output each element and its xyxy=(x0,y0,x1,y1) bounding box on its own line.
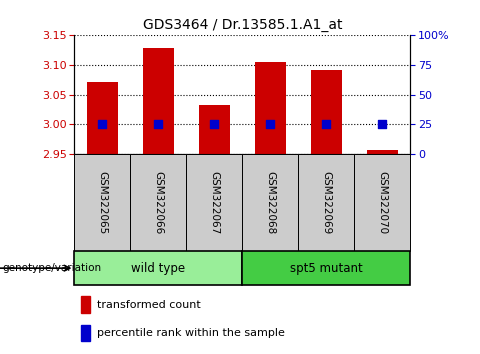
Bar xyxy=(81,296,90,313)
Text: GSM322069: GSM322069 xyxy=(322,171,331,234)
Point xyxy=(266,121,274,127)
Text: genotype/variation: genotype/variation xyxy=(2,263,102,273)
Text: GSM322068: GSM322068 xyxy=(265,171,276,234)
Text: wild type: wild type xyxy=(132,262,185,275)
Bar xyxy=(81,325,90,341)
Bar xyxy=(354,154,410,251)
Bar xyxy=(131,154,186,251)
Bar xyxy=(87,82,118,154)
Text: GSM322070: GSM322070 xyxy=(377,171,387,234)
Bar xyxy=(199,105,230,154)
Bar xyxy=(242,154,299,251)
Bar xyxy=(255,62,286,154)
Text: GSM322067: GSM322067 xyxy=(209,171,219,234)
Title: GDS3464 / Dr.13585.1.A1_at: GDS3464 / Dr.13585.1.A1_at xyxy=(143,18,342,32)
Point xyxy=(155,121,162,127)
Text: GSM322066: GSM322066 xyxy=(154,171,163,234)
Bar xyxy=(74,154,131,251)
Bar xyxy=(367,150,398,154)
Bar xyxy=(74,251,242,285)
Bar xyxy=(242,251,410,285)
Point xyxy=(323,121,330,127)
Bar xyxy=(299,154,354,251)
Text: spt5 mutant: spt5 mutant xyxy=(290,262,363,275)
Bar xyxy=(186,154,242,251)
Text: transformed count: transformed count xyxy=(97,300,201,310)
Point xyxy=(379,121,386,127)
Bar xyxy=(143,48,174,154)
Point xyxy=(211,121,218,127)
Text: percentile rank within the sample: percentile rank within the sample xyxy=(97,328,285,338)
Text: GSM322065: GSM322065 xyxy=(97,171,108,234)
Point xyxy=(98,121,106,127)
Bar xyxy=(311,70,342,154)
